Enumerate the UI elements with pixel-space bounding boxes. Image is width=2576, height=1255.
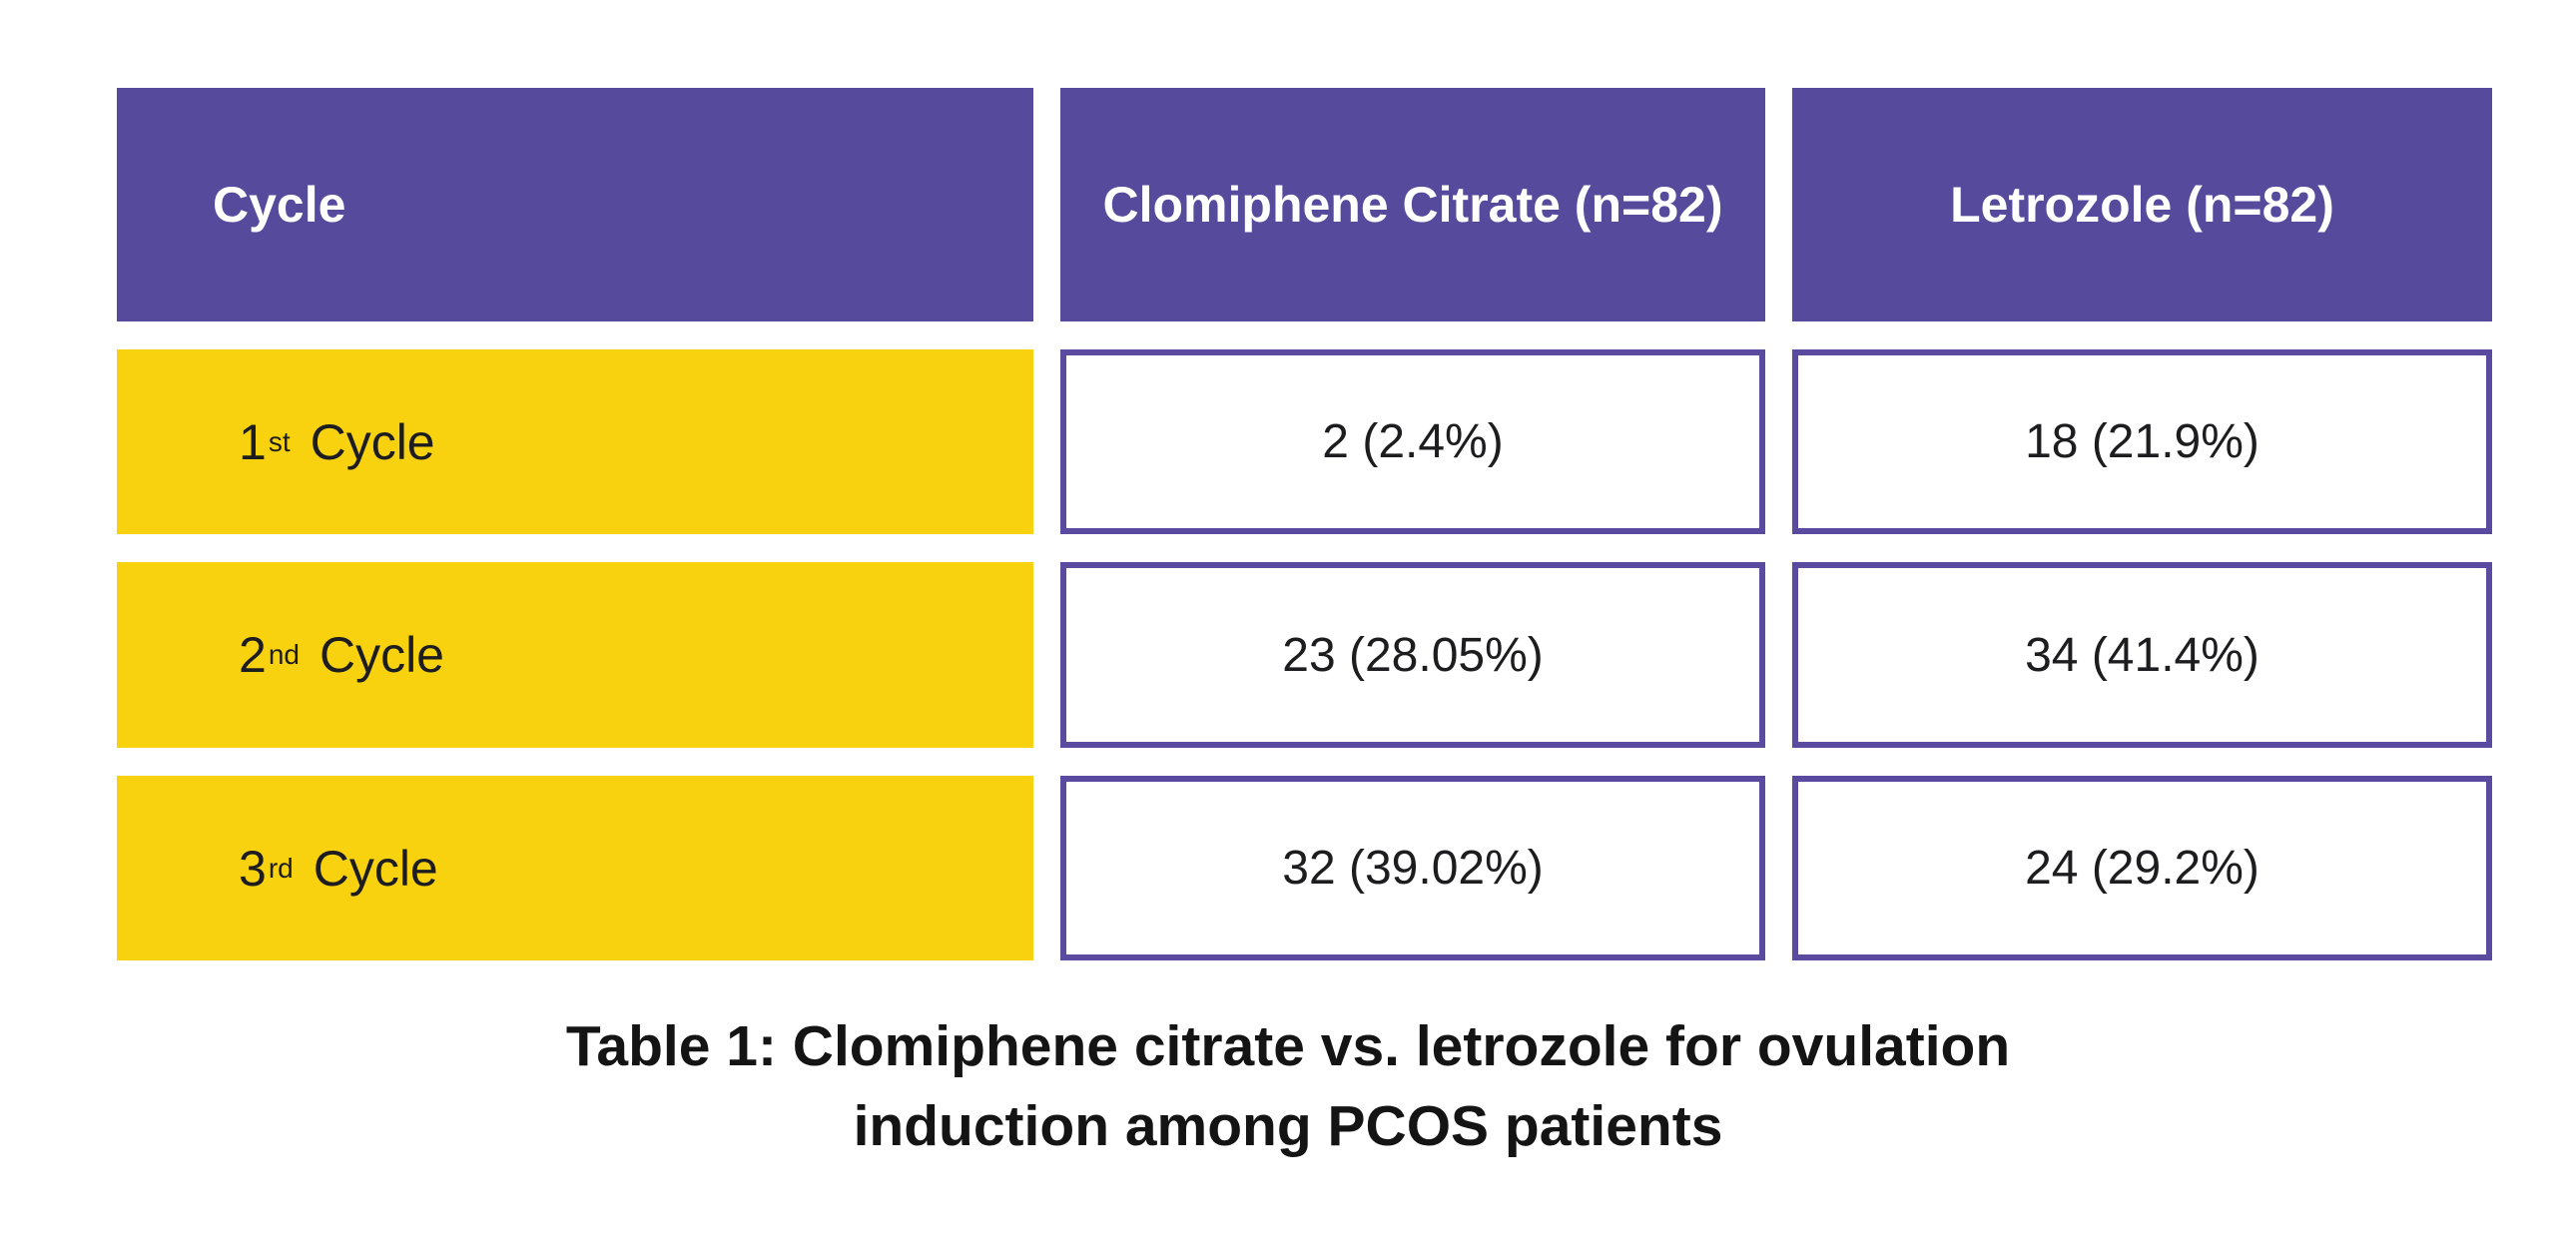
- data-cell-clomiphene-cycle3: 32 (39.02%): [1060, 776, 1765, 960]
- cell-value: 18 (21.9%): [2025, 415, 2259, 468]
- data-cell-letrozole-cycle2: 34 (41.4%): [1792, 562, 2492, 748]
- ordinal-number: 2: [239, 627, 267, 683]
- row-label-text: Cycle: [310, 413, 435, 470]
- data-cell-clomiphene-cycle1: 2 (2.4%): [1060, 349, 1765, 534]
- cell-value: 2 (2.4%): [1322, 415, 1504, 468]
- cell-value: 24 (29.2%): [2025, 842, 2259, 895]
- table-caption: Table 1: Clomiphene citrate vs. letrozol…: [0, 1006, 2576, 1166]
- data-cell-letrozole-cycle3: 24 (29.2%): [1792, 776, 2492, 960]
- header-cell-cycle: Cycle: [117, 88, 1033, 321]
- row-label-text: Cycle: [313, 840, 438, 897]
- row-label-text: Cycle: [319, 627, 444, 683]
- data-cell-letrozole-cycle1: 18 (21.9%): [1792, 349, 2492, 534]
- cell-value: 32 (39.02%): [1282, 842, 1544, 895]
- ordinal-number: 3: [239, 840, 267, 897]
- header-clomiphene-label: Clomiphene Citrate (n=82): [1102, 176, 1723, 233]
- data-table: Cycle Clomiphene Citrate (n=82) Letrozol…: [117, 88, 2492, 960]
- caption-line-2: induction among PCOS patients: [853, 1094, 1723, 1158]
- caption-line-1: Table 1: Clomiphene citrate vs. letrozol…: [565, 1014, 2011, 1078]
- data-cell-clomiphene-cycle2: 23 (28.05%): [1060, 562, 1765, 748]
- header-cell-clomiphene: Clomiphene Citrate (n=82): [1060, 88, 1765, 321]
- cell-value: 23 (28.05%): [1282, 628, 1544, 682]
- header-letrozole-label: Letrozole (n=82): [1950, 176, 2334, 233]
- header-cell-letrozole: Letrozole (n=82): [1792, 88, 2492, 321]
- header-cycle-label: Cycle: [213, 176, 346, 233]
- cell-value: 34 (41.4%): [2025, 628, 2259, 682]
- ordinal-number: 1: [239, 413, 267, 470]
